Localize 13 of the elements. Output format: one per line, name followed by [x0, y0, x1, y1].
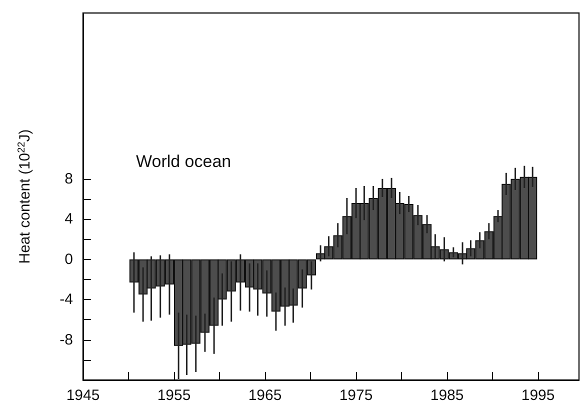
text: World ocean: [136, 152, 232, 171]
x-tick-label: 1945: [66, 387, 100, 404]
y-tick-label: -4: [60, 291, 73, 308]
x-tick-label: 1975: [339, 387, 373, 404]
y-tick-label: -8: [60, 331, 73, 348]
y-tick-label: 0: [64, 250, 73, 268]
x-tick-label: 1965: [248, 387, 282, 404]
x-tick-label: 1995: [521, 387, 555, 404]
y-axis-title: Heat content (1022J): [16, 129, 34, 264]
y-tick-label: 8: [64, 170, 73, 188]
y-tick-label: 4: [64, 210, 73, 228]
x-tick-label: 1955: [157, 387, 191, 404]
x-tick-label: 1985: [430, 387, 464, 404]
